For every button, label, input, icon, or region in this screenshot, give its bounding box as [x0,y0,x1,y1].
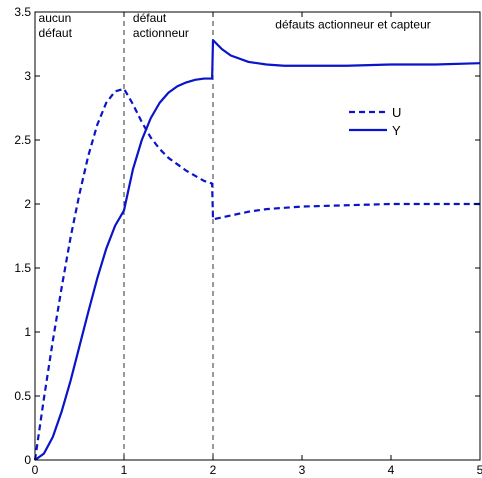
x-tick-label: 2 [210,463,217,477]
region-annotation-1: aucun défaut [39,11,73,40]
region-annotation-3: défauts actionneur et capteur [275,18,430,32]
annotation-line: actionneur [133,26,189,40]
x-tick-label: 1 [121,463,128,477]
x-tick-label: 5 [477,463,482,477]
y-tick-label: 3 [24,69,31,83]
legend-label-u: U [392,105,401,120]
y-tick-label: 1 [24,325,31,339]
annotation-line: aucun [39,11,72,25]
axis-ticks: 0 1 2 3 4 5 0 0.5 1 1.5 2 2.5 3 3.5 [14,5,482,477]
annotation-line: défauts actionneur et capteur [275,18,430,32]
fault-lines [123,12,214,460]
plot-area [34,11,481,461]
x-tick-label: 3 [299,463,306,477]
y-tick-label: 3.5 [14,5,31,19]
y-tick-label: 2 [24,197,31,211]
legend: UY [349,105,401,138]
y-tick-label: 1.5 [14,261,31,275]
y-tick-label: 0 [24,453,31,467]
y-tick-label: 2.5 [14,133,31,147]
y-tick-label: 0.5 [14,389,31,403]
x-tick-label: 4 [388,463,395,477]
series-line-y [34,39,481,461]
annotation-line: défaut [39,26,73,40]
region-annotation-2: défaut actionneur [133,11,189,40]
legend-label-y: Y [392,123,401,138]
series-line-u [33,87,480,461]
annotation-line: défaut [133,11,167,25]
x-tick-label: 0 [32,463,39,477]
series-group [33,39,481,461]
